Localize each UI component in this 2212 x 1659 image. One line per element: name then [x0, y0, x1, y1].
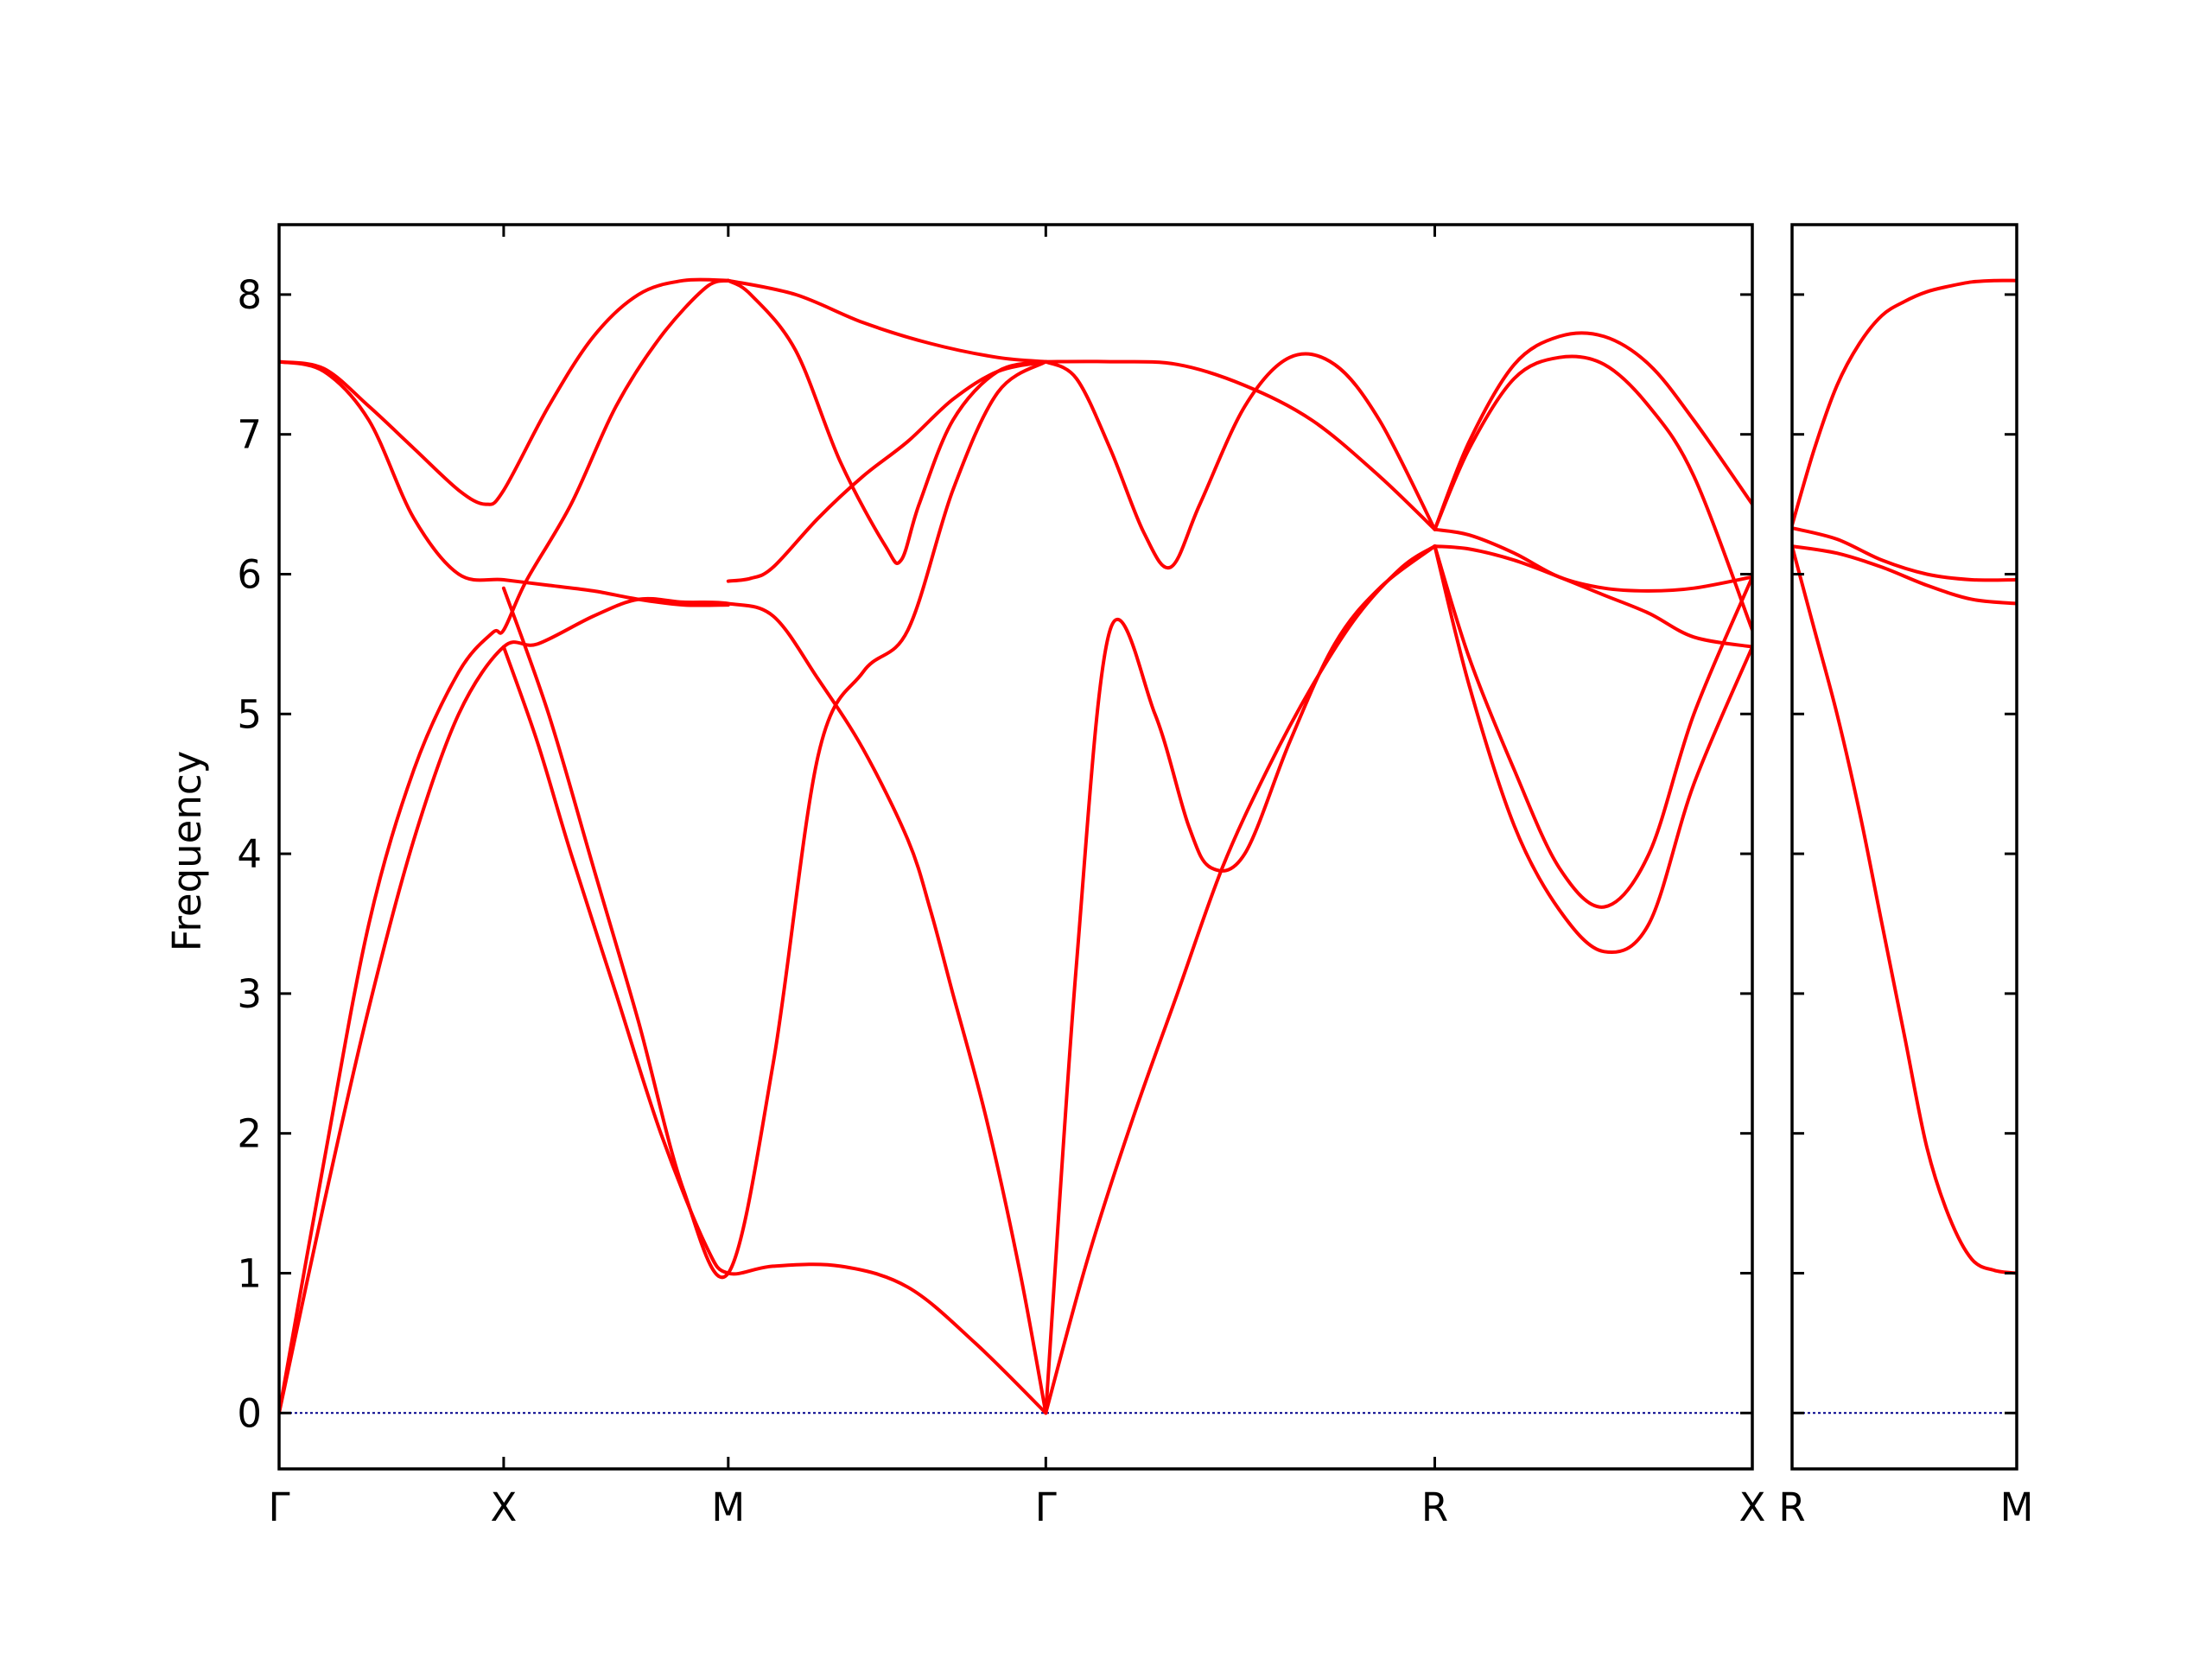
y-tick-label: 8 — [237, 272, 262, 318]
band-line-15 — [1433, 544, 1752, 909]
x-tick-label: X — [1739, 1484, 1766, 1530]
band-line-14 — [1433, 544, 1752, 955]
band-line-6 — [501, 359, 1048, 1280]
band-line-12 — [1044, 352, 1437, 570]
x-tick-label: X — [490, 1484, 517, 1530]
x-tick-label: M — [711, 1484, 745, 1530]
band-line-13 — [1044, 359, 1437, 531]
x-tick-label: Γ — [268, 1484, 289, 1530]
x-tick-label: Γ — [1035, 1484, 1057, 1530]
y-tick-label: 7 — [237, 412, 262, 458]
x-tick-label: R — [1778, 1484, 1805, 1530]
band-line-7 — [726, 278, 1048, 565]
main-panel: 0 1 2 3 4 5 6 7 8 Γ X M Γ R X — [237, 223, 1766, 1530]
plot-frame — [277, 223, 1754, 1471]
band-line-4 — [1792, 544, 2017, 1275]
y-tick-label: 5 — [237, 691, 262, 737]
band-line-1 — [279, 596, 1048, 1415]
band-line-19 — [1433, 331, 1752, 531]
band-line-1 — [1792, 278, 2017, 527]
y-tick-label: 3 — [237, 971, 262, 1017]
band-line-18 — [1433, 354, 1752, 632]
band-line-5 — [501, 645, 1048, 1415]
y-tick-label: 4 — [237, 831, 262, 877]
x-tick-label: M — [2000, 1484, 2034, 1530]
band-line-3 — [1792, 544, 2017, 606]
band-line-2 — [1792, 526, 2017, 582]
y-tick-label: 2 — [237, 1111, 262, 1157]
band-line-11 — [1044, 544, 1437, 1415]
band-line-10 — [1044, 544, 1437, 1415]
y-axis-label: Frequency — [164, 751, 210, 951]
band-line-9 — [726, 278, 1048, 364]
y-tick-label: 6 — [237, 551, 262, 597]
plot-frame — [1790, 223, 2018, 1471]
x-tick-label: R — [1421, 1484, 1448, 1530]
band-line-3 — [279, 359, 730, 607]
y-tick-label: 1 — [237, 1250, 262, 1296]
band-line-4 — [279, 277, 730, 506]
band-line-2 — [279, 278, 730, 1415]
band-line-17 — [1433, 527, 1752, 593]
band-line-8 — [726, 359, 1048, 583]
band-line-16 — [1433, 544, 1752, 649]
y-tick-label: 0 — [237, 1390, 262, 1436]
